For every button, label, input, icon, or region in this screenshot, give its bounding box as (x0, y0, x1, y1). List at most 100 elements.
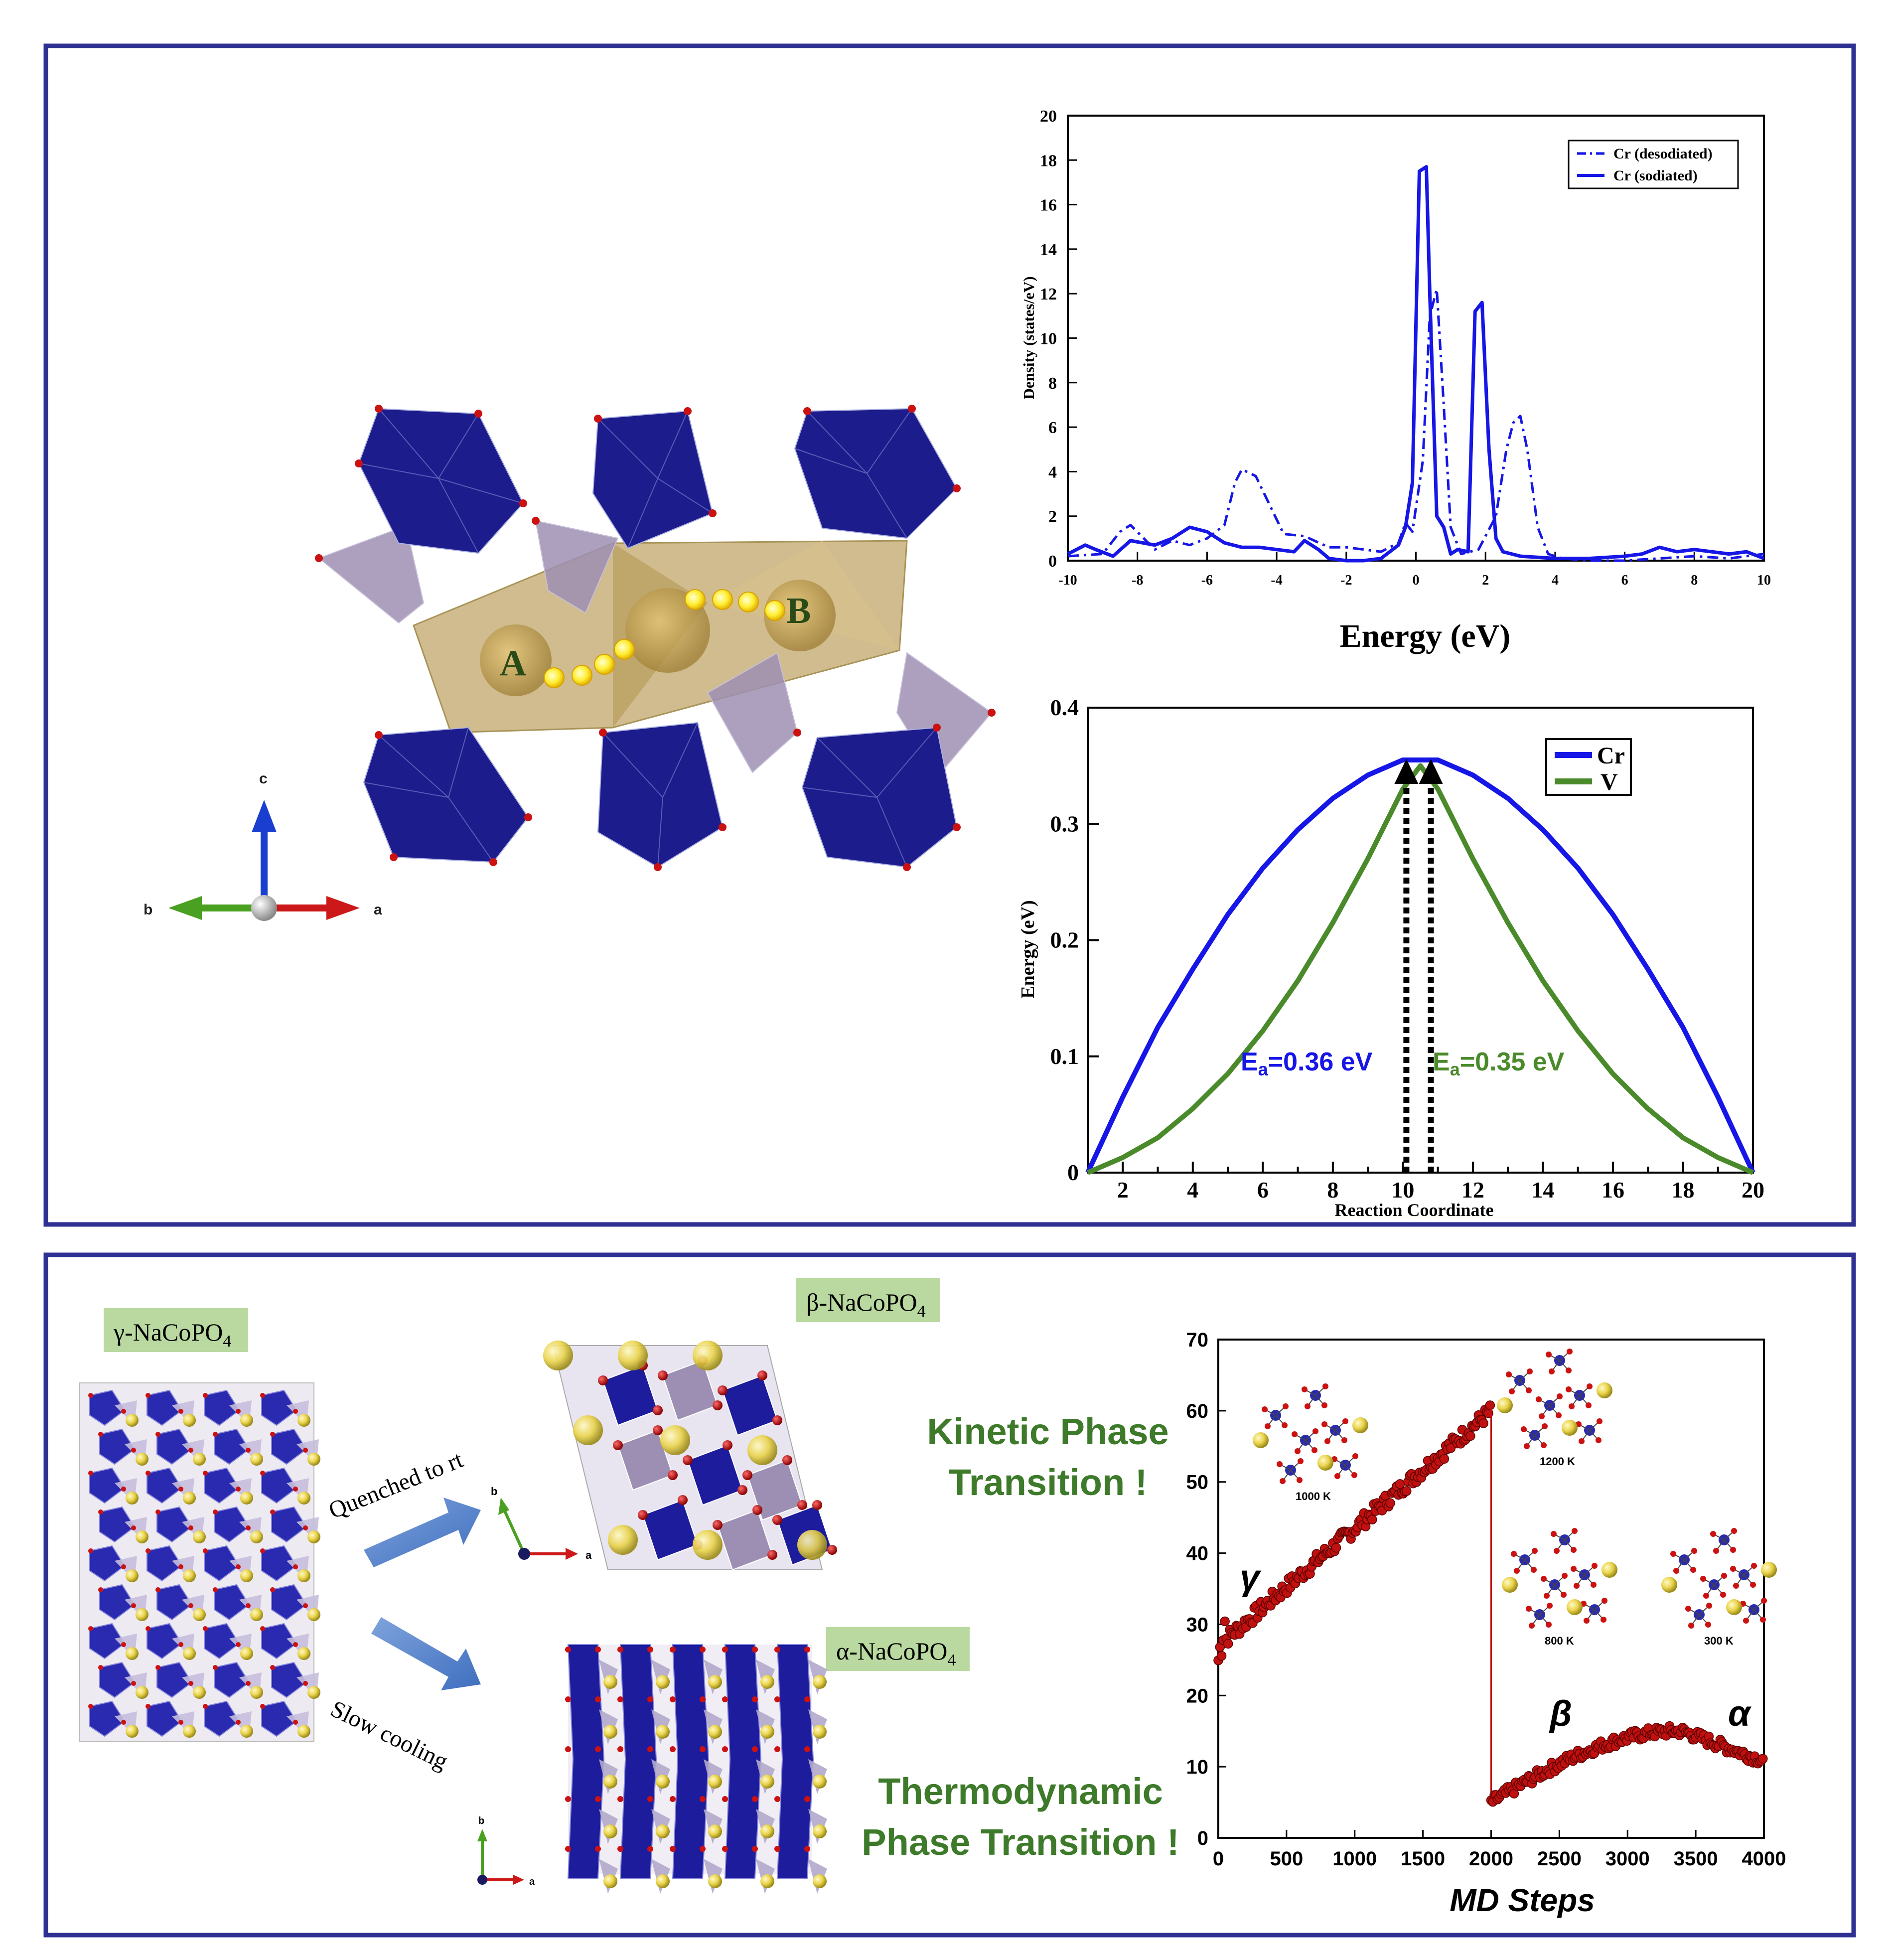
gamma-octahedron (89, 1623, 126, 1659)
beta-na-atom (573, 1415, 603, 1445)
gamma-na-atom (250, 1453, 263, 1466)
md-inset-o-atom (1730, 1547, 1736, 1553)
dos-y-tick-label: 16 (1040, 196, 1057, 215)
neb-legend-v: V (1601, 769, 1618, 795)
beta-oxygen-atom (713, 1520, 723, 1530)
gamma-oxygen-atom (131, 1603, 136, 1608)
dos-x-tick-label: -8 (1132, 573, 1143, 588)
alpha-na-atom (708, 1824, 722, 1838)
beta-axis-triad: b a (491, 1485, 592, 1561)
alpha-oxygen-atom (617, 1746, 623, 1752)
alpha-oxygen-atom (752, 1696, 758, 1702)
md-data-point (1758, 1754, 1768, 1764)
bottom-panel-frame (43, 1252, 1856, 1938)
gamma-na-atom (126, 1647, 139, 1660)
gamma-oxygen-atom (270, 1587, 275, 1592)
alpha-oxygen-atom (595, 1796, 601, 1802)
alpha-oxygen-atom (617, 1647, 623, 1653)
beta-oxygen-atom (658, 1370, 668, 1380)
gamma-na-atom (126, 1492, 139, 1505)
alpha-oxygen-atom (670, 1696, 676, 1702)
alpha-oxygen-atom (774, 1647, 780, 1653)
alpha-oxygen-atom (700, 1696, 706, 1702)
gamma-oxygen-atom (178, 1487, 183, 1492)
md-inset-o-atom (1524, 1443, 1530, 1449)
dos-series-desodiated (1067, 288, 1764, 562)
dos-y-tick-label: 4 (1048, 463, 1057, 481)
gamma-oxygen-atom (213, 1509, 218, 1514)
md-inset-o-atom (1282, 1422, 1288, 1428)
md-inset-o-atom (1532, 1548, 1538, 1554)
gamma-oxygen-atom (303, 1448, 308, 1453)
dos-x-axis-label: Energy (eV) (1340, 618, 1511, 654)
alpha-oxygen-atom (774, 1696, 780, 1702)
md-inset-o-atom (1751, 1563, 1757, 1569)
md-inset-o-atom (1262, 1406, 1268, 1412)
md-inset-o-atom (1541, 1442, 1547, 1448)
alpha-oxygen-atom (670, 1796, 676, 1802)
md-inset-o-atom (1312, 1428, 1318, 1434)
dos-x-tick-label: -10 (1058, 573, 1077, 588)
alpha-oxygen-atom (722, 1846, 728, 1852)
alpha-na-atom (656, 1824, 670, 1838)
dos-legend-desodiated: Cr (desodiated) (1613, 146, 1713, 162)
md-inset-o-atom (1591, 1582, 1597, 1588)
gamma-oxygen-atom (146, 1704, 150, 1709)
dos-y-tick-label: 0 (1048, 552, 1057, 571)
alpha-na-atom (603, 1675, 617, 1689)
alpha-column (619, 1644, 657, 1879)
dos-x-tick-label: -4 (1271, 573, 1282, 588)
gamma-oxygen-atom (293, 1564, 298, 1569)
md-inset-o-atom (1277, 1461, 1283, 1467)
beta-na-atom (747, 1435, 777, 1465)
alpha-axis-a: a (529, 1876, 535, 1887)
axis-triad: c b a (144, 770, 382, 921)
neb-x-tick-label: 4 (1187, 1177, 1198, 1203)
alpha-column (672, 1644, 710, 1879)
md-inset-o-atom (1761, 1598, 1767, 1604)
beta-oxygen-atom (683, 1455, 693, 1465)
neb-legend: Cr V (1545, 738, 1632, 796)
alpha-oxygen-atom (804, 1796, 810, 1802)
md-data-point (1478, 1418, 1488, 1428)
alpha-na-atom (813, 1874, 827, 1888)
neb-y-tick-label: 0.4 (1050, 695, 1079, 720)
beta-oxygen-atom (797, 1500, 807, 1510)
gamma-oxygen-atom (270, 1665, 275, 1670)
md-inset-o-atom (1706, 1603, 1712, 1609)
gamma-octahedron (204, 1467, 240, 1504)
md-inset-o-atom (1760, 1617, 1766, 1623)
gamma-oxygen-atom (303, 1525, 308, 1530)
gamma-oxygen-atom (121, 1564, 126, 1569)
gamma-na-atom (193, 1453, 206, 1466)
md-inset-temperature: 800 K (1545, 1635, 1574, 1647)
md-data-point (1331, 1543, 1341, 1553)
axis-c-label: c (259, 770, 268, 787)
md-inset-o-atom (1295, 1448, 1301, 1454)
beta-oxygen-atom (757, 1370, 767, 1380)
md-inset-o-atom (1506, 1371, 1512, 1377)
md-inset-o-atom (1750, 1582, 1756, 1588)
alpha-oxygen-atom (647, 1846, 653, 1852)
gamma-oxygen-atom (131, 1525, 136, 1530)
md-inset-o-atom (1597, 1418, 1602, 1424)
beta-oxygen-atom (653, 1425, 663, 1435)
alpha-column (724, 1644, 762, 1879)
gamma-oxygen-atom (203, 1704, 208, 1709)
dos-x-tick-label: 8 (1691, 573, 1698, 588)
gamma-octahedron (99, 1428, 136, 1465)
gamma-oxygen-atom (98, 1587, 103, 1592)
md-data-point (1402, 1486, 1412, 1496)
alpha-na-atom (656, 1675, 670, 1689)
neb-barrier-arrow-head (1394, 758, 1419, 784)
md-inset-o-atom (1342, 1418, 1348, 1424)
alpha-oxygen-atom (804, 1746, 810, 1752)
md-inset-o-atom (1341, 1437, 1347, 1443)
neb-x-tick-label: 18 (1671, 1177, 1694, 1203)
neb-x-tick-label: 16 (1601, 1177, 1624, 1203)
gamma-octahedron (261, 1545, 297, 1582)
md-x-tick-label: 3000 (1605, 1848, 1650, 1870)
neb-barrier-arrow-head (1419, 758, 1443, 784)
md-inset-na-atom (1761, 1562, 1777, 1578)
gamma-oxygen-atom (146, 1471, 150, 1476)
